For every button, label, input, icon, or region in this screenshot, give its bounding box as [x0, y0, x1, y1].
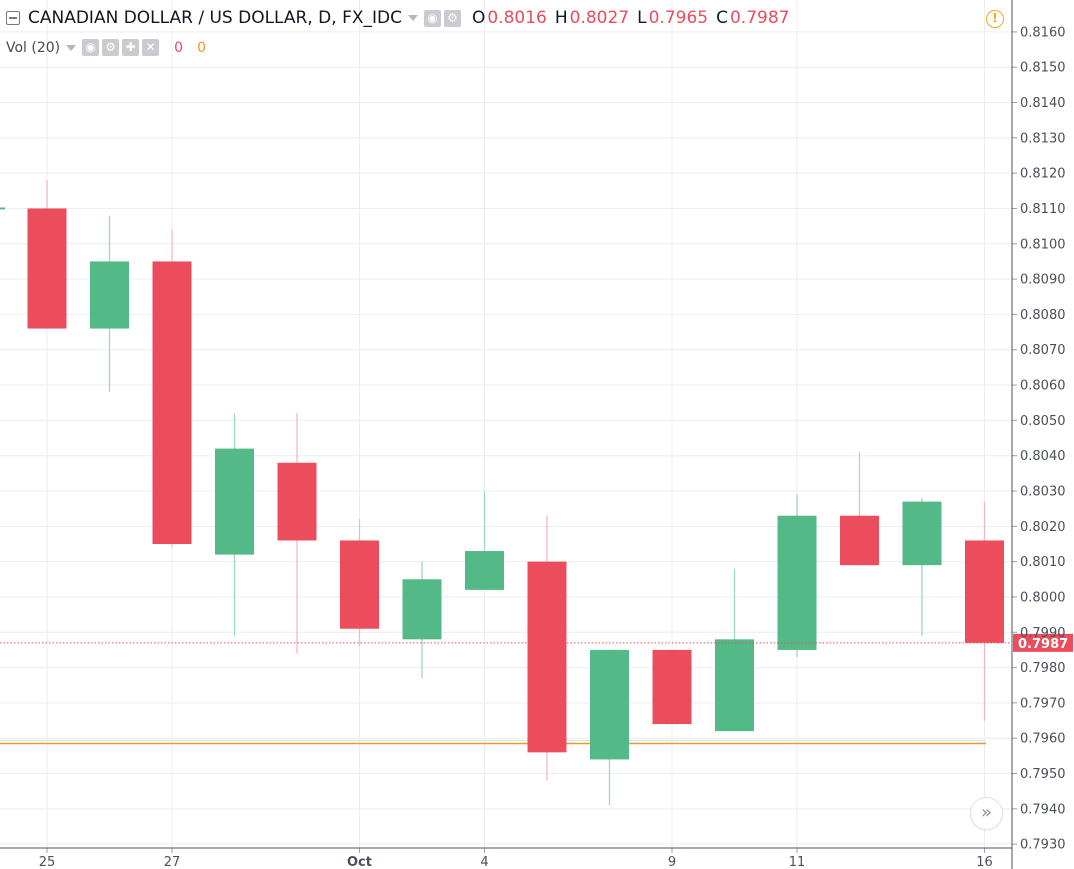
price-axis[interactable]: 0.8160 0.8150 0.8140 0.8130 0.8120 0.8110 0.81…: [1011, 0, 1066, 869]
symbol-row: CANADIAN DOLLAR / US DOLLAR, D, FX_IDC ◉…: [6, 8, 789, 28]
price-tick-label: 0.8100: [1020, 237, 1066, 252]
candles: [0, 180, 1004, 806]
candle: [90, 215, 129, 393]
price-tick-label: 0.8000: [1020, 590, 1066, 605]
candle-body: [652, 649, 692, 725]
candle: [152, 229, 192, 548]
candle: [715, 568, 754, 732]
time-tick-label: 27: [164, 855, 181, 869]
price-tick-label: 0.7970: [1020, 696, 1066, 711]
candle: [590, 649, 629, 806]
double-chevron-right-icon[interactable]: »: [970, 797, 1003, 830]
candle-body: [840, 515, 879, 566]
candle: [840, 452, 879, 566]
price-tick-label: 0.8020: [1020, 520, 1066, 535]
candle-body: [465, 551, 504, 590]
candle: [465, 491, 504, 590]
time-tick-label: 25: [39, 855, 56, 869]
low-value: 0.7965: [648, 8, 709, 28]
low-key: L: [637, 8, 647, 28]
candle-body: [777, 515, 817, 650]
candle: [777, 494, 817, 657]
price-tick-label: 0.7930: [1020, 838, 1066, 853]
price-tick-label: 0.7960: [1020, 732, 1066, 747]
price-tick-label: 0.8120: [1020, 167, 1066, 182]
price-tick-label: 0.8050: [1020, 414, 1066, 429]
minus-box-icon[interactable]: [6, 11, 20, 25]
chart-legend: CANADIAN DOLLAR / US DOLLAR, D, FX_IDC ◉…: [0, 0, 1012, 56]
eye-icon[interactable]: ◉: [82, 39, 100, 56]
price-tick-label: 0.8130: [1020, 131, 1066, 146]
volume-value: 0: [174, 39, 184, 56]
price-tick-label: 0.8080: [1020, 308, 1066, 323]
candle: [902, 498, 942, 636]
candle-body: [340, 540, 379, 629]
candle-body: [402, 579, 442, 640]
last-price-label: 0.7987: [1018, 637, 1068, 652]
volume-ma-line: [0, 740, 986, 745]
candle: [27, 180, 67, 329]
price-tick-label: 0.7980: [1020, 661, 1066, 676]
candle-body: [215, 448, 254, 555]
candle-body: [965, 540, 1004, 643]
time-tick-label: 16: [976, 855, 993, 869]
chevron-down-icon[interactable]: [407, 15, 418, 21]
price-tick-label: 0.8070: [1020, 343, 1066, 358]
close-value: 0.7987: [729, 8, 790, 28]
symbol-title: CANADIAN DOLLAR / US DOLLAR, D, FX_IDC: [28, 8, 402, 28]
price-tick-label: 0.8090: [1020, 273, 1066, 288]
last-price-line: 0.7987: [0, 633, 1073, 652]
indicator-label: Vol (20): [6, 39, 61, 56]
high-key: H: [554, 8, 568, 28]
open-value: 0.8016: [487, 8, 547, 28]
price-tick-label: 0.8060: [1020, 379, 1066, 394]
time-axis[interactable]: 25 27 Oct 4 9 11 16: [0, 847, 1012, 869]
price-tick-label: 0.8040: [1020, 449, 1066, 464]
price-tick-label: 0.8010: [1020, 555, 1066, 570]
indicator-row: Vol (20) ◉ ⚙ ✚ ✕ 0 0: [6, 39, 206, 56]
close-key: C: [716, 8, 728, 28]
candle: [340, 519, 379, 647]
plus-icon[interactable]: ✚: [122, 39, 140, 56]
chevron-down-icon[interactable]: [66, 44, 77, 51]
price-tick-label: 0.8140: [1020, 96, 1066, 111]
last-price-tag: [1013, 633, 1073, 652]
gear-icon[interactable]: ⚙: [102, 39, 120, 56]
price-tick-label: 0.8110: [1020, 202, 1066, 217]
price-tick-label: 0.7990: [1020, 626, 1066, 641]
candle-body: [27, 208, 67, 329]
candle-body: [152, 261, 192, 544]
candle-body: [715, 639, 754, 732]
time-tick-label: 4: [480, 855, 488, 869]
candle: [527, 515, 567, 781]
time-tick-label: 9: [668, 855, 676, 869]
candle: [215, 413, 254, 636]
candle: [965, 501, 1004, 721]
candle-body: [527, 561, 567, 753]
open-key: O: [471, 8, 486, 28]
price-tick-label: 0.7940: [1020, 802, 1066, 817]
candle-body: [90, 261, 129, 329]
volume-ma-value: 0: [197, 39, 206, 56]
chart-grid: [0, 0, 1012, 848]
eye-icon[interactable]: ◉: [423, 9, 441, 27]
candle: [652, 649, 692, 725]
price-tick-label: 0.8030: [1020, 485, 1066, 500]
gear-icon[interactable]: ⚙: [443, 9, 461, 27]
time-tick-label: 11: [789, 855, 806, 869]
candle: [277, 413, 317, 654]
price-tick-label: 0.8150: [1020, 61, 1066, 76]
time-tick-label: Oct: [347, 855, 372, 869]
candle: [402, 561, 442, 679]
close-icon[interactable]: ✕: [142, 39, 160, 56]
price-tick-label: 0.7950: [1020, 767, 1066, 782]
candle-body: [277, 462, 317, 541]
candle-body: [902, 501, 942, 566]
exclamation-circle-icon[interactable]: !: [986, 10, 1004, 28]
price-tick-label: 0.8160: [1020, 25, 1066, 40]
high-value: 0.8027: [569, 8, 630, 28]
candle-body: [590, 649, 629, 760]
